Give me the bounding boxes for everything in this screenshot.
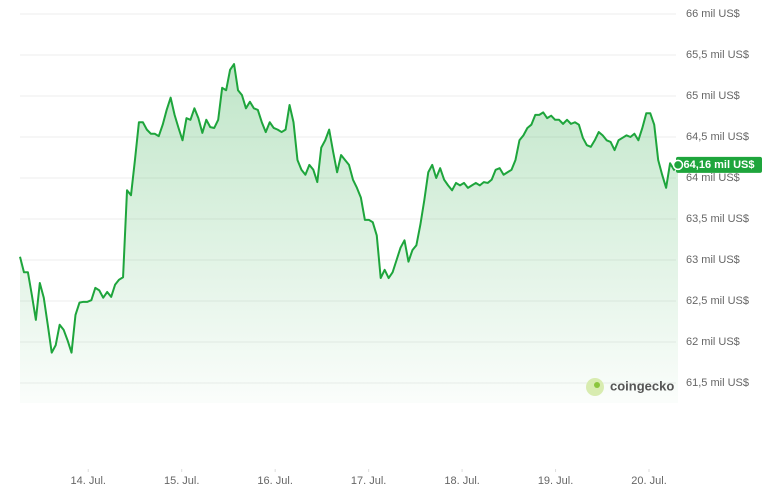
x-tick-label: 17. Jul. <box>351 475 386 487</box>
price-badge-label: 64,16 mil US$ <box>684 159 755 171</box>
y-tick-label: 63 mil US$ <box>686 254 740 266</box>
y-tick-label: 62,5 mil US$ <box>686 295 749 307</box>
price-line <box>19 63 679 354</box>
x-tick-label: 18. Jul. <box>444 475 479 487</box>
price-badge <box>676 156 762 173</box>
logo-text: coingecko <box>610 378 674 393</box>
watermark: coingecko <box>586 378 674 396</box>
x-tick-label: 14. Jul. <box>70 475 105 487</box>
x-tick-label: 16. Jul. <box>257 475 292 487</box>
logo-eye <box>594 382 600 388</box>
y-tick-label: 64,5 mil US$ <box>686 131 749 143</box>
x-tick-label: 20. Jul. <box>631 475 666 487</box>
x-tick-label: 19. Jul. <box>538 475 573 487</box>
y-tick-label: 66 mil US$ <box>686 8 740 20</box>
y-tick-label: 64 mil US$ <box>686 172 740 184</box>
plot: 64,16 mil US$ <box>19 63 762 404</box>
y-tick-label: 65 mil US$ <box>686 90 740 102</box>
y-tick-label: 62 mil US$ <box>686 336 740 348</box>
y-tick-label: 65,5 mil US$ <box>686 49 749 61</box>
area <box>20 64 678 404</box>
current-point <box>672 159 684 171</box>
y-tick-label: 61,5 mil US$ <box>686 377 749 389</box>
x-tick-label: 15. Jul. <box>164 475 199 487</box>
y-tick-label: 63,5 mil US$ <box>686 213 749 225</box>
